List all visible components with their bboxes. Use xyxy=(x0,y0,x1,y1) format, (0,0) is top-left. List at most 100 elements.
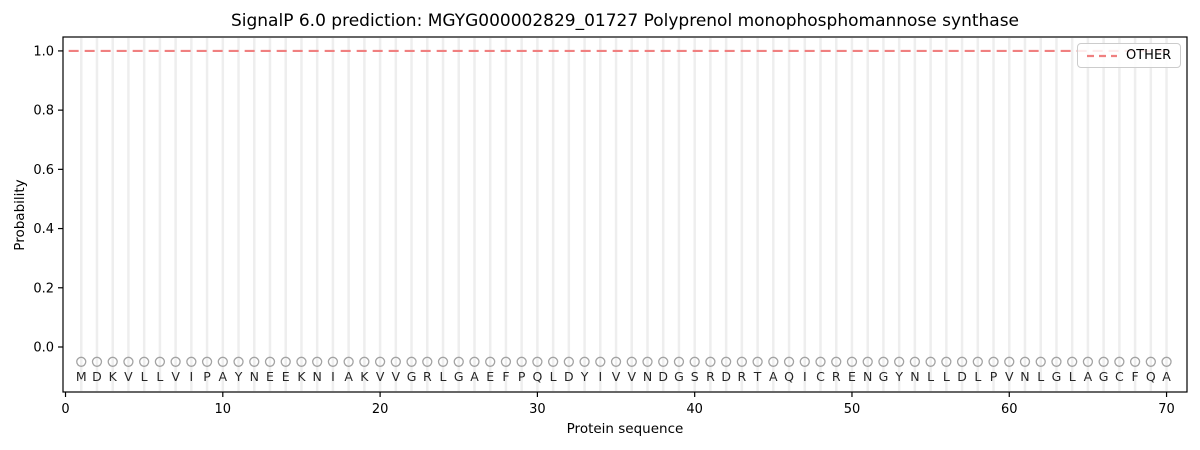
x-tick-label: 20 xyxy=(372,402,389,417)
residue-letter: I xyxy=(598,369,602,384)
residue-letter: T xyxy=(753,369,762,384)
residue-marker-icon xyxy=(1082,356,1094,367)
residue-letter: N xyxy=(250,369,259,384)
residue-letter: A xyxy=(1162,369,1171,384)
residue-marker-icon xyxy=(374,356,386,367)
residue-letter: I xyxy=(190,369,194,384)
residue-marker-icon xyxy=(186,356,197,367)
x-tick-label: 70 xyxy=(1158,402,1175,417)
residue-letter: E xyxy=(266,369,274,384)
residue-letter: L xyxy=(943,369,950,384)
residue-letter: I xyxy=(803,369,807,384)
residue-marker-icon xyxy=(862,356,873,367)
residue-marker-icon xyxy=(1051,356,1062,367)
residue-marker-icon xyxy=(1004,356,1015,367)
residue-marker-icon xyxy=(1129,356,1141,367)
residue-marker-icon xyxy=(815,356,826,367)
residue-marker-icon xyxy=(1098,356,1109,367)
residue-marker-icon xyxy=(154,356,166,367)
residue-marker-icon xyxy=(390,356,401,367)
residue-marker-icon xyxy=(595,356,606,367)
residue-letter: R xyxy=(832,369,841,384)
residue-letter: E xyxy=(282,369,290,384)
residue-letter: F xyxy=(1131,369,1138,384)
residue-letter: L xyxy=(1037,369,1044,384)
residue-letter: K xyxy=(360,369,369,384)
residue-letter: K xyxy=(109,369,118,384)
residue-letter: A xyxy=(344,369,353,384)
residue-letter: C xyxy=(816,369,825,384)
residue-letter: P xyxy=(518,369,526,384)
residue-letter: V xyxy=(627,369,636,384)
residue-letter: R xyxy=(706,369,715,384)
residue-letter: V xyxy=(376,369,385,384)
residue-letter: M xyxy=(76,369,87,384)
residue-marker-icon xyxy=(139,356,150,367)
residue-marker-icon xyxy=(846,356,858,367)
residue-marker-icon xyxy=(642,356,653,367)
axes-frame xyxy=(62,36,1188,393)
residue-letter: L xyxy=(156,369,163,384)
x-tick-label: 40 xyxy=(686,402,703,417)
residue-marker-icon xyxy=(264,356,276,367)
residue-marker-icon xyxy=(673,356,685,367)
residue-letter: Q xyxy=(532,369,542,384)
residue-marker-icon xyxy=(563,356,574,367)
residue-marker-icon xyxy=(249,356,260,367)
residue-letter: C xyxy=(1115,369,1124,384)
residue-marker-icon xyxy=(894,356,905,367)
residue-letter: G xyxy=(407,369,417,384)
y-tick-label: 0.2 xyxy=(33,281,54,296)
residue-marker-icon xyxy=(1161,356,1172,367)
residue-letter: Y xyxy=(580,369,589,384)
residue-marker-icon xyxy=(610,356,622,367)
residue-letter: D xyxy=(658,369,668,384)
residue-marker-icon xyxy=(1114,356,1125,367)
residue-marker-icon xyxy=(1019,356,1031,367)
residue-marker-icon xyxy=(956,356,968,367)
residue-letter: Y xyxy=(894,369,903,384)
residue-marker-icon xyxy=(201,356,213,367)
residue-letter: V xyxy=(124,369,133,384)
residue-marker-icon xyxy=(296,356,307,367)
residue-marker-icon xyxy=(312,356,323,367)
residue-letter: S xyxy=(691,369,699,384)
residue-marker-icon xyxy=(532,356,543,367)
residue-letter: P xyxy=(203,369,211,384)
y-tick-label: 0.6 xyxy=(33,163,54,178)
residue-marker-icon xyxy=(485,356,496,367)
residue-letter: E xyxy=(486,369,494,384)
residue-marker-icon xyxy=(422,356,433,367)
residue-marker-icon xyxy=(516,356,527,367)
residue-letter: F xyxy=(502,369,509,384)
x-tick-label: 60 xyxy=(1001,402,1018,417)
residue-letter: V xyxy=(1005,369,1014,384)
chart-title: SignalP 6.0 prediction: MGYG000002829_01… xyxy=(230,11,1020,31)
x-axis-label: Protein sequence xyxy=(566,421,684,437)
residue-letter: D xyxy=(92,369,102,384)
residue-marker-icon xyxy=(941,356,952,367)
legend-label-other: OTHER xyxy=(1126,48,1172,63)
residue-letter: V xyxy=(171,369,180,384)
residue-letter: D xyxy=(957,369,967,384)
residue-marker-icon xyxy=(233,356,244,367)
x-tick-label: 30 xyxy=(529,402,546,417)
residue-marker-icon xyxy=(626,356,637,367)
residue-marker-icon xyxy=(107,356,118,367)
residue-letter: K xyxy=(297,369,306,384)
residue-marker-icon xyxy=(343,356,354,367)
residue-marker-icon xyxy=(1035,356,1046,367)
residue-letter: L xyxy=(974,369,981,384)
residue-letter: R xyxy=(423,369,432,384)
residue-marker-icon xyxy=(547,356,559,367)
residue-marker-icon xyxy=(705,356,716,367)
residue-marker-icon xyxy=(799,356,810,367)
residue-marker-icon xyxy=(217,356,228,367)
residue-marker-icon xyxy=(925,356,936,367)
residue-marker-icon xyxy=(437,356,449,367)
residue-letter: D xyxy=(564,369,574,384)
residue-letter: N xyxy=(910,369,919,384)
residue-letter: L xyxy=(550,369,557,384)
y-tick-label: 0.4 xyxy=(33,222,54,237)
residue-marker-icon xyxy=(359,356,370,367)
